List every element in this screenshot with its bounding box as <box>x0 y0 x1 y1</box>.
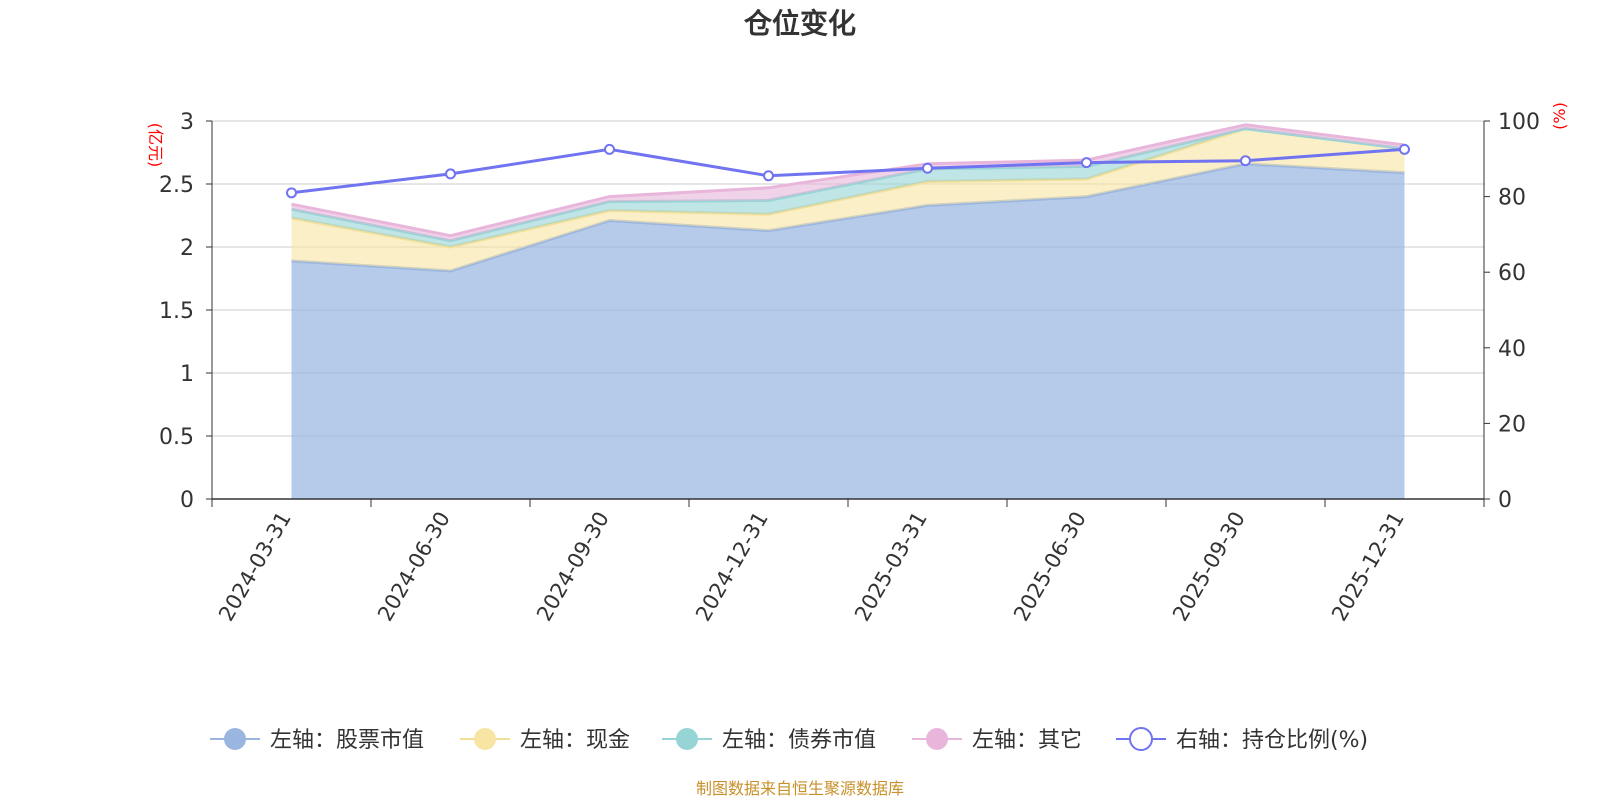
area-0 <box>291 163 1405 500</box>
right-tick-label-2: 40 <box>1498 337 1526 362</box>
legend-marker-4 <box>1129 727 1153 751</box>
source-note: 制图数据来自恒生聚源数据库 <box>696 779 904 798</box>
ratio-point-3 <box>763 170 774 182</box>
legend-label-1: 左轴：现金 <box>520 728 630 753</box>
x-tick-label-2: 2024-09-30 <box>532 508 614 626</box>
left-tick-label-6: 3 <box>180 110 194 135</box>
left-axis-unit: (亿元) <box>146 123 165 168</box>
x-tick-label-7: 2025-12-31 <box>1327 508 1409 626</box>
legend-marker-0 <box>224 728 246 750</box>
area-3 <box>291 124 1405 241</box>
right-tick-label-3: 60 <box>1498 261 1526 286</box>
ratio-point-0 <box>286 187 297 199</box>
ratio-line-series <box>286 143 1410 199</box>
x-tick-label-0: 2024-03-31 <box>214 508 296 626</box>
left-tick-label-5: 2.5 <box>159 173 194 198</box>
left-tick-label-0: 0 <box>180 488 194 513</box>
ratio-line <box>291 147 1405 195</box>
area-edge-3 <box>291 123 1405 238</box>
x-tick-label-4: 2025-03-31 <box>850 508 932 626</box>
left-tick-label-3: 1.5 <box>159 299 194 324</box>
legend-marker-2 <box>676 728 698 750</box>
right-tick-label-0: 0 <box>1498 488 1512 513</box>
ratio-point-2 <box>604 143 615 155</box>
legend-marker-1 <box>474 728 496 750</box>
area-series <box>291 123 1405 500</box>
right-axis-unit: (%) <box>1550 102 1569 130</box>
x-tick-label-1: 2024-06-30 <box>373 508 455 626</box>
area-1 <box>291 128 1405 271</box>
legend-label-3: 左轴：其它 <box>972 728 1082 753</box>
ratio-point-7 <box>1399 143 1410 155</box>
right-tick-label-4: 80 <box>1498 186 1526 211</box>
legend-marker-3 <box>926 728 948 750</box>
ratio-point-1 <box>445 168 456 180</box>
legend: 左轴：股票市值 左轴：现金 左轴：债券市值 左轴：其它 右轴：持仓比例(%) <box>210 727 1368 753</box>
x-tick-label-5: 2025-06-30 <box>1009 508 1091 626</box>
left-tick-label-4: 2 <box>180 236 194 261</box>
ratio-point-4 <box>922 162 933 174</box>
legend-label-2: 左轴：债券市值 <box>722 728 876 753</box>
x-tick-label-6: 2025-09-30 <box>1168 508 1250 626</box>
right-tick-label-1: 20 <box>1498 412 1526 437</box>
legend-label-0: 左轴：股票市值 <box>270 728 424 753</box>
ratio-point-5 <box>1081 157 1092 169</box>
ratio-point-6 <box>1240 155 1251 167</box>
left-tick-label-2: 1 <box>180 362 194 387</box>
legend-label-4: 右轴：持仓比例(%) <box>1176 728 1368 753</box>
chart-title: 仓位变化 <box>744 7 856 40</box>
left-tick-label-1: 0.5 <box>159 425 194 450</box>
right-tick-label-5: 100 <box>1498 110 1540 135</box>
x-tick-label-3: 2024-12-31 <box>691 508 773 626</box>
